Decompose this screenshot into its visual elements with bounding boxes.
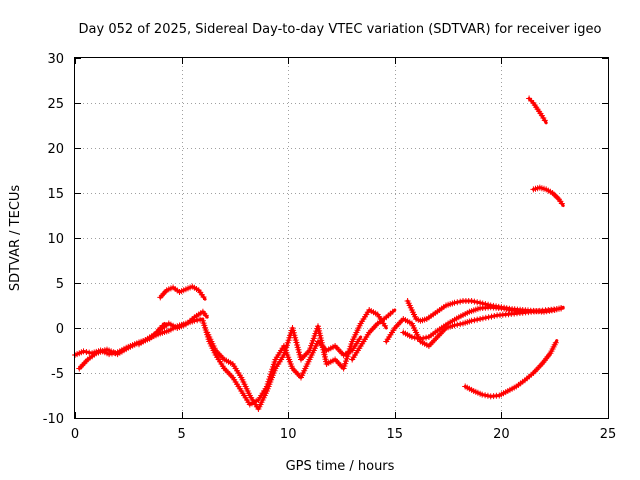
x-tick-label: 5 xyxy=(177,427,185,442)
data-point xyxy=(479,391,486,398)
x-tick-label: 15 xyxy=(387,427,404,442)
data-point xyxy=(454,299,461,306)
data-point xyxy=(451,299,458,306)
data-point xyxy=(83,349,90,355)
data-point xyxy=(468,317,475,324)
data-point xyxy=(558,305,565,311)
data-point xyxy=(414,335,421,342)
data-point xyxy=(356,336,363,343)
tick-layer: 0 5 10 15 20 25 -10 -5 0 5 10 15 20 25 30 xyxy=(43,52,617,442)
data-point xyxy=(479,315,486,322)
data-point xyxy=(488,313,495,320)
data-point xyxy=(558,200,565,207)
chart-title: Day 052 of 2025, Sidereal Day-to-day VTE… xyxy=(79,22,602,37)
series-arc-f xyxy=(204,307,388,412)
data-point xyxy=(423,334,430,341)
series-arc-k xyxy=(462,339,559,400)
x-axis-label: GPS time / hours xyxy=(286,459,395,474)
series-arc-l xyxy=(526,95,548,125)
data-point xyxy=(485,314,492,321)
data-point xyxy=(457,321,464,328)
plot-frame xyxy=(74,57,609,419)
data-point xyxy=(202,312,209,319)
y-tick-label: 5 xyxy=(56,277,64,292)
y-tick-label: 20 xyxy=(47,142,64,157)
data-point xyxy=(200,294,207,300)
y-tick-label: -10 xyxy=(43,412,64,427)
data-point xyxy=(194,317,201,324)
data-point xyxy=(454,321,461,328)
data-point xyxy=(159,322,166,329)
data-point xyxy=(411,334,418,341)
y-tick-label: -5 xyxy=(51,367,64,382)
data-point xyxy=(457,298,464,305)
data-point xyxy=(471,317,478,324)
data-point xyxy=(381,322,388,329)
data-point xyxy=(80,348,87,355)
data-point xyxy=(484,392,491,399)
x-tick-label: 0 xyxy=(71,427,79,442)
y-tick-label: 0 xyxy=(56,322,64,337)
data-point xyxy=(420,335,427,342)
x-tick-label: 20 xyxy=(493,427,510,442)
data-point xyxy=(474,299,481,306)
data-point xyxy=(491,313,498,319)
data-point xyxy=(482,392,489,399)
series-arc-d xyxy=(157,283,207,301)
data-point xyxy=(451,322,458,329)
data-point xyxy=(477,299,484,306)
series-arc-c xyxy=(136,322,166,348)
y-tick-label: 15 xyxy=(47,187,64,202)
x-tick-label: 10 xyxy=(280,427,297,442)
y-axis-label: SDTVAR / TECUs xyxy=(8,185,23,292)
data-point xyxy=(541,117,548,124)
series-path xyxy=(463,339,559,398)
x-tick-label: 25 xyxy=(600,427,617,442)
series-layer xyxy=(72,95,565,412)
data-point xyxy=(477,316,484,322)
series-arc-e xyxy=(199,317,363,408)
series-arc-j xyxy=(400,304,525,342)
data-point xyxy=(552,339,559,346)
data-point xyxy=(417,335,424,342)
y-tick-label: 25 xyxy=(47,97,64,112)
data-point xyxy=(389,308,396,315)
data-point xyxy=(482,314,489,321)
series-arc-g xyxy=(349,308,397,363)
data-point xyxy=(468,298,475,304)
data-point xyxy=(517,308,524,315)
data-point xyxy=(408,334,415,340)
y-tick-label: 30 xyxy=(47,52,64,67)
data-point xyxy=(471,298,478,305)
series-arc-m xyxy=(530,184,565,208)
data-point xyxy=(474,316,481,323)
series-arc-i xyxy=(404,298,565,324)
y-tick-label: 10 xyxy=(47,232,64,247)
grid-layer xyxy=(75,58,608,418)
